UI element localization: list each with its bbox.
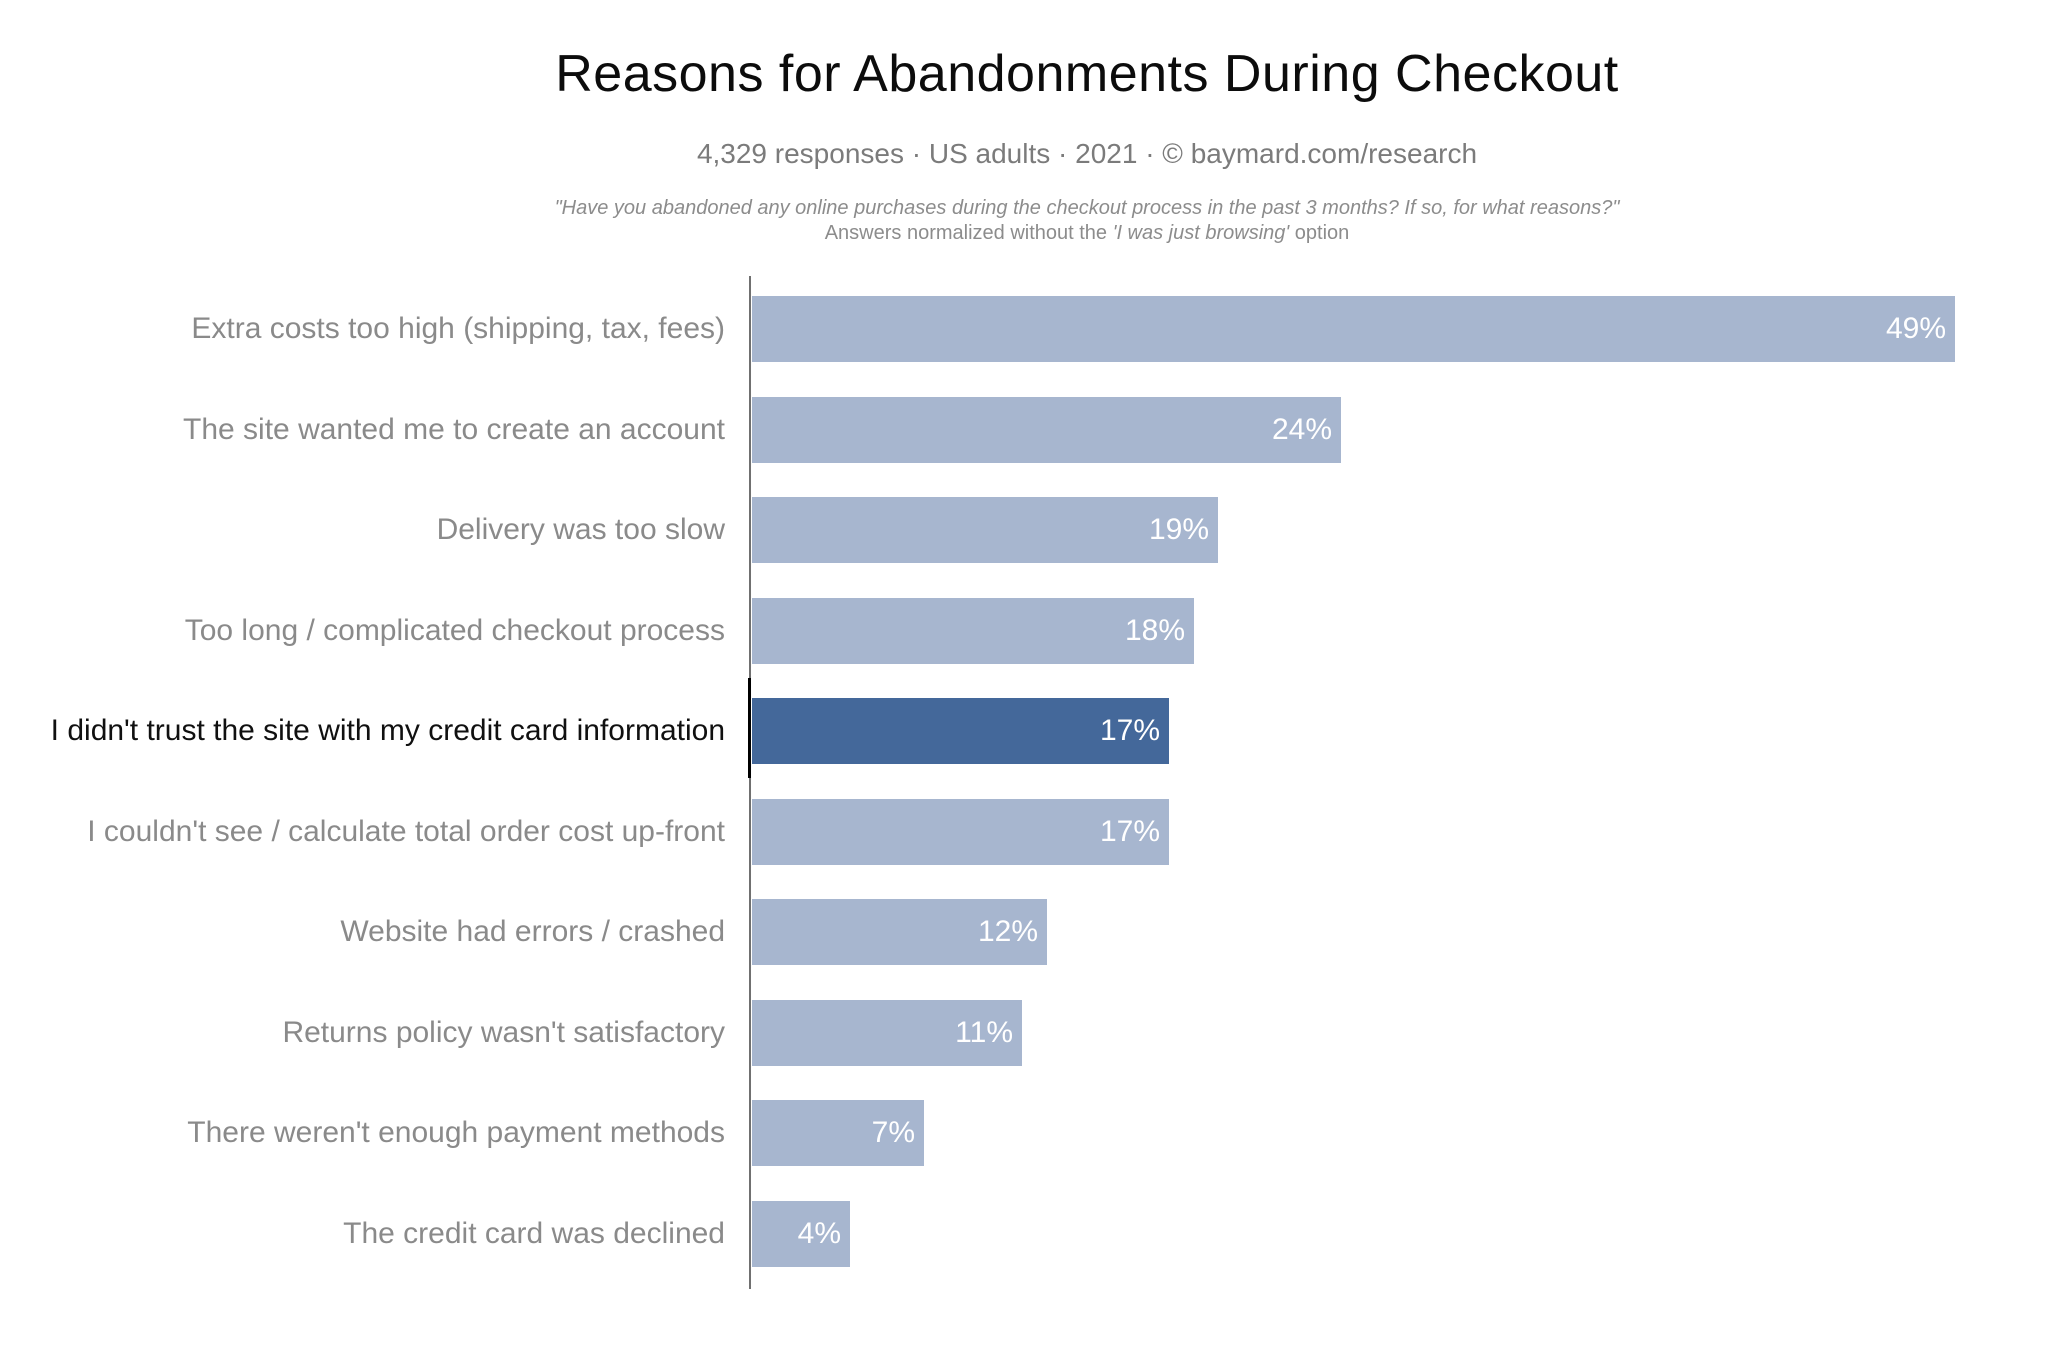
value-label: 18% (1124, 614, 1185, 647)
value-label: 17% (1099, 714, 1160, 747)
note-prefix: Answers normalized without the (824, 222, 1113, 244)
value-label: 12% (977, 915, 1038, 948)
bar: 4% (752, 1201, 850, 1267)
chart-row: I didn't trust the site with my credit c… (0, 698, 2048, 764)
bar: 18% (752, 598, 1194, 664)
bar: 17% (752, 698, 1169, 764)
chart-subtitle: 4,329 responses · US adults · 2021 · © b… (696, 138, 1478, 169)
chart-row: Too long / complicated checkout process … (0, 598, 2048, 664)
y-axis-highlight-segment (748, 678, 751, 778)
value-label: 49% (1885, 312, 1946, 345)
value-label: 17% (1099, 815, 1160, 848)
category-label: Returns policy wasn't satisfactory (282, 1016, 725, 1049)
value-label: 4% (797, 1217, 841, 1250)
category-label: Delivery was too slow (436, 513, 725, 546)
category-label: Too long / complicated checkout process (184, 614, 725, 647)
category-label: I didn't trust the site with my credit c… (50, 714, 725, 747)
bar: 17% (752, 799, 1169, 865)
value-label: 11% (955, 1016, 1013, 1049)
note-italic: 'I was just browsing' (1112, 222, 1290, 244)
value-label: 24% (1271, 413, 1332, 446)
chart-title: Reasons for Abandonments During Checkout (555, 45, 1619, 103)
chart-row: The site wanted me to create an account … (0, 397, 2048, 463)
chart-row: Website had errors / crashed 12% (0, 899, 2048, 965)
bar: 12% (752, 899, 1047, 965)
chart-row: The credit card was declined 4% (0, 1201, 2048, 1267)
chart-row: There weren't enough payment methods 7% (0, 1100, 2048, 1166)
value-label: 19% (1148, 513, 1209, 546)
bar: 7% (752, 1100, 924, 1166)
chart-row: Delivery was too slow 19% (0, 497, 2048, 563)
category-label: There weren't enough payment methods (187, 1116, 725, 1149)
survey-question-text: "Have you abandoned any online purchases… (554, 197, 1620, 219)
category-label: Extra costs too high (shipping, tax, fee… (191, 312, 725, 345)
category-label: The site wanted me to create an account (183, 413, 725, 446)
normalization-note: Answers normalized without the 'I was ju… (126, 221, 2048, 246)
bar: 49% (752, 296, 1955, 362)
y-axis-line (749, 276, 751, 1289)
chart-row: Returns policy wasn't satisfactory 11% (0, 1000, 2048, 1066)
bar: 24% (752, 397, 1341, 463)
category-label: Website had errors / crashed (340, 915, 725, 948)
category-label: The credit card was declined (343, 1217, 725, 1250)
bar: 19% (752, 497, 1218, 563)
chart-row: I couldn't see / calculate total order c… (0, 799, 2048, 865)
chart-row: Extra costs too high (shipping, tax, fee… (0, 296, 2048, 362)
category-label: I couldn't see / calculate total order c… (87, 815, 725, 848)
note-suffix: option (1289, 222, 1350, 244)
bar: 11% (752, 1000, 1022, 1066)
survey-question: "Have you abandoned any online purchases… (126, 196, 2048, 221)
value-label: 7% (871, 1116, 915, 1149)
